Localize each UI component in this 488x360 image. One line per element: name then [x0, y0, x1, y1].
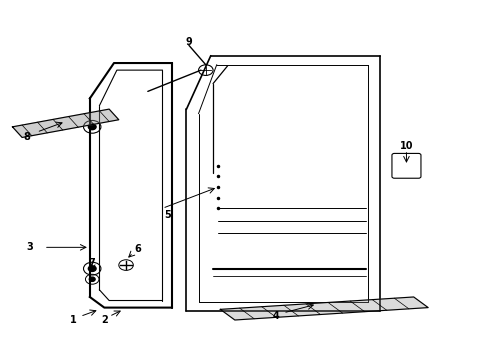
- Text: 4: 4: [272, 311, 279, 321]
- Circle shape: [88, 124, 96, 130]
- Text: 1: 1: [69, 315, 76, 325]
- Polygon shape: [220, 297, 427, 320]
- Text: 3: 3: [26, 242, 33, 252]
- Text: 5: 5: [163, 211, 170, 220]
- Text: 7: 7: [89, 258, 95, 268]
- Text: 6: 6: [135, 244, 141, 254]
- Text: 8: 8: [23, 132, 30, 143]
- Polygon shape: [12, 109, 119, 138]
- Circle shape: [89, 277, 95, 282]
- Text: 2: 2: [101, 315, 107, 325]
- Circle shape: [88, 266, 96, 271]
- Text: 10: 10: [399, 141, 412, 151]
- Text: 9: 9: [185, 37, 192, 47]
